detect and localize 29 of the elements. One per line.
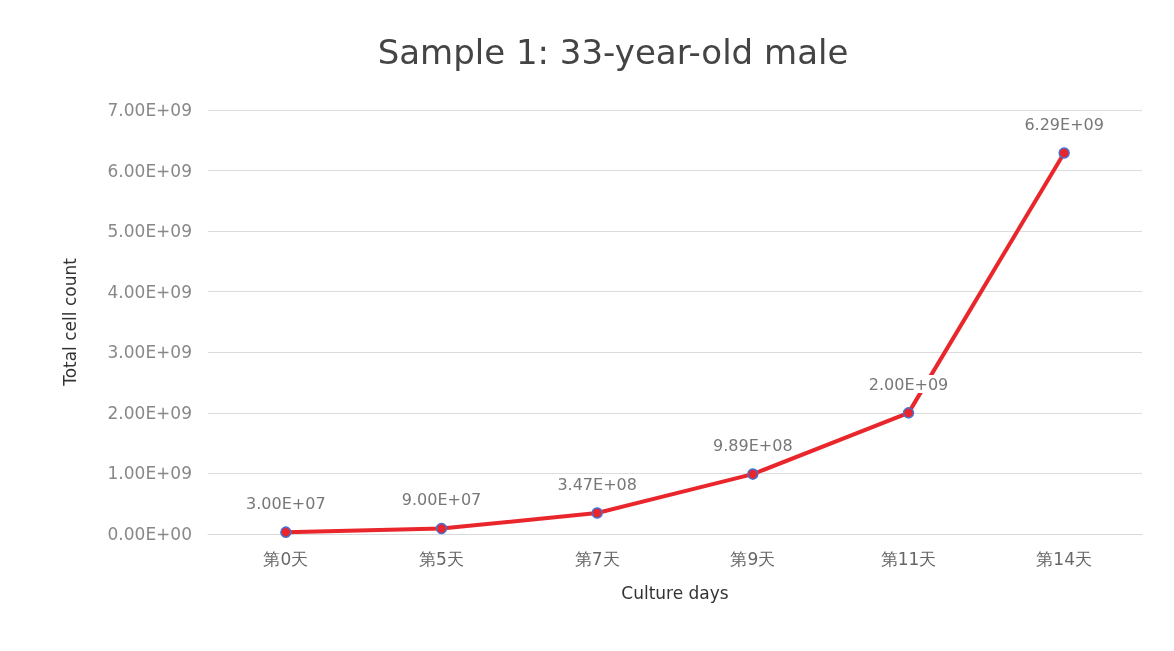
point: [435, 522, 448, 535]
y-tick-label: 4.00E+09: [107, 281, 192, 302]
x-tick-label: 第14天: [1036, 548, 1092, 569]
y-axis-title: Total cell count: [59, 257, 80, 387]
y-tick-label: 3.00E+09: [107, 342, 192, 363]
data-label: 2.00E+09: [868, 374, 949, 394]
x-tick-label: 第11天: [880, 548, 937, 569]
y-tick-label: 1.00E+09: [107, 463, 192, 484]
y-tick-label: 7.00E+09: [107, 100, 192, 120]
y-tick-label: 0.00E+00: [107, 524, 192, 544]
x-tick-label: 第9天: [730, 548, 776, 569]
chart-title: Sample 1: 33-year-old male: [377, 32, 849, 72]
data-label: 3.47E+08: [557, 474, 637, 494]
point: [1058, 147, 1070, 159]
x-tick-label: 第7天: [574, 548, 620, 569]
x-axis-title: Culture days: [621, 582, 729, 603]
y-tick-label: 2.00E+09: [107, 402, 192, 423]
x-tick-label: 第0天: [263, 548, 309, 569]
data-label: 6.29E+09: [1024, 114, 1104, 134]
data-label: 3.00E+07: [246, 493, 326, 513]
point: [280, 526, 292, 538]
point: [902, 407, 915, 419]
x-tick-label: 第5天: [419, 548, 464, 569]
data-label: 9.89E+08: [713, 435, 793, 455]
y-tick-label: 5.00E+09: [107, 221, 192, 242]
y-tick-label: 6.00E+09: [107, 160, 192, 181]
data-label: 9.00E+07: [401, 490, 482, 510]
point: [591, 507, 603, 519]
point: [747, 468, 759, 480]
